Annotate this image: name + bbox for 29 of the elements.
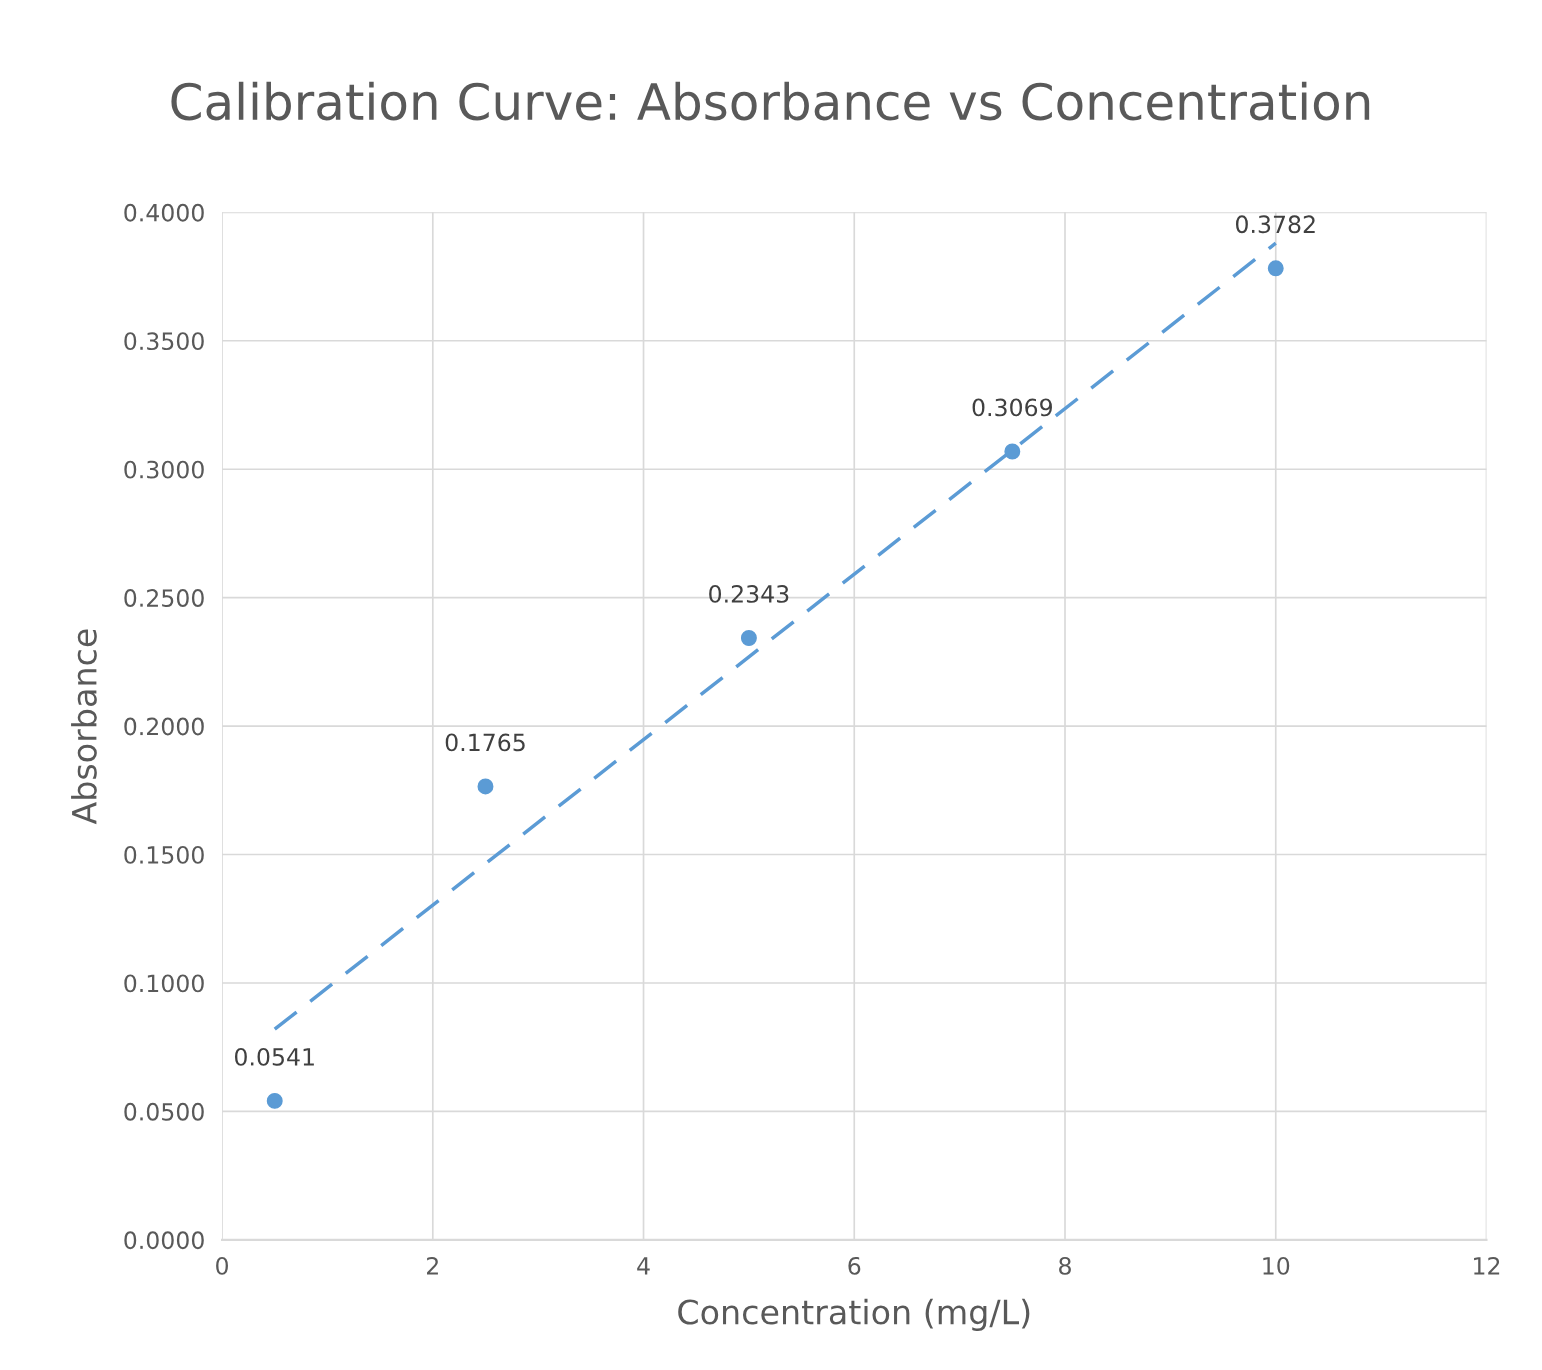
data-label: 0.2343 (709, 585, 789, 603)
y-tick-label: 0.1000 (124, 974, 204, 993)
y-tick-label: 0.3500 (124, 332, 204, 351)
data-label: 0.3069 (972, 398, 1052, 417)
y-tick-label: 0.1500 (124, 845, 204, 864)
point (740, 630, 757, 646)
chart-title: Calibration Curve: Absorbance vs Concentration (171, 81, 1370, 121)
y-tick-label: 0.0500 (124, 1102, 204, 1121)
x-tick-label: 8 (1059, 1256, 1071, 1275)
x-tick-label: 2 (427, 1256, 438, 1275)
data-label: 0.0541 (234, 1047, 314, 1066)
x-tick-label: 0 (216, 1256, 228, 1275)
y-tick-label: 0.2000 (124, 717, 204, 736)
x-tick-label: 10 (1263, 1256, 1290, 1275)
x-tick-label: 12 (1474, 1256, 1500, 1275)
data-label: 0.3782 (1236, 215, 1315, 234)
x-tick-label: 4 (637, 1257, 650, 1275)
point (477, 778, 494, 795)
x-tick-label: 6 (848, 1256, 861, 1275)
x-axis-title: Concentration (mg/L) (678, 1298, 1030, 1332)
y-tick-label: 0.4000 (124, 203, 204, 222)
point (1004, 443, 1021, 460)
point (266, 1092, 283, 1109)
point (1267, 260, 1284, 277)
y-tick-label: 0.2500 (124, 589, 204, 607)
y-axis-title: Absorbance (71, 629, 97, 825)
data-label: 0.1765 (445, 733, 525, 752)
y-tick-label: 0.3000 (124, 460, 204, 479)
y-tick-label: 0.0000 (124, 1231, 204, 1250)
